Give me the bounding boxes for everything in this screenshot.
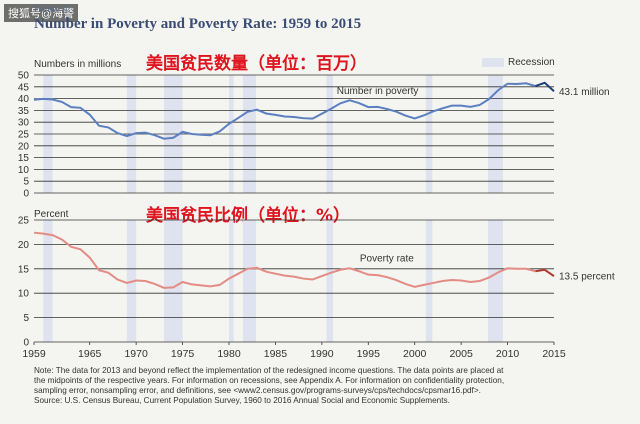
y-tick-label: 45	[18, 82, 30, 93]
figure-label: Figure 4.	[34, 4, 71, 15]
recession-legend-label: Recession	[508, 57, 555, 68]
note-line: sampling error, nonsampling error, and d…	[34, 386, 481, 395]
y-tick-label: 20	[18, 240, 30, 251]
y-tick-label: 10	[18, 289, 30, 300]
y-tick-label: 25	[18, 130, 30, 141]
rate-series-line-recent	[535, 268, 555, 277]
x-tick-label: 1975	[171, 348, 195, 360]
x-tick-label: 1995	[357, 348, 381, 360]
y-tick-label: 5	[23, 313, 29, 324]
recession-legend-swatch	[482, 57, 504, 67]
bottom-y-axis-label: Percent	[34, 209, 69, 220]
x-tick-label: 1990	[310, 348, 334, 360]
recession-band	[164, 220, 183, 342]
rate-series-label: Poverty rate	[360, 253, 414, 264]
chart-note: Note: The data for 2013 and beyond refle…	[34, 366, 634, 406]
x-tick-label: 1970	[124, 348, 148, 360]
note-line: the midpoints of the respective years. F…	[34, 376, 505, 385]
overlay-number-caption: 美国贫民数量（单位：百万）	[146, 54, 367, 74]
note-line: Note: The data for 2013 and beyond refle…	[34, 366, 504, 375]
y-tick-label: 40	[18, 94, 30, 105]
rate-end-label: 13.5 percent	[559, 272, 615, 283]
y-tick-label: 5	[23, 177, 29, 188]
x-tick-label: 2010	[496, 348, 520, 360]
recession-band	[425, 220, 433, 342]
x-tick-label: 2015	[542, 348, 566, 360]
x-tick-label: 1965	[78, 348, 102, 360]
overlay-rate-caption: 美国贫民比例（单位：%）	[146, 206, 351, 226]
y-tick-label: 0	[23, 189, 29, 200]
recession-band	[229, 220, 234, 342]
recession-band	[43, 220, 53, 342]
number-series-line-recent	[535, 81, 555, 93]
number-series-label: Number in poverty	[337, 86, 419, 97]
x-tick-label: 1959	[22, 348, 46, 360]
y-tick-label: 30	[18, 118, 30, 129]
y-tick-label: 15	[18, 153, 30, 164]
note-line: Source: U.S. Census Bureau, Current Popu…	[34, 396, 450, 405]
top-y-axis-label: Numbers in millions	[34, 59, 122, 70]
y-tick-label: 10	[18, 165, 30, 176]
recession-legend: Recession	[482, 57, 555, 68]
watermark: 搜狐号@海警	[4, 4, 79, 22]
number-series-line	[33, 82, 536, 140]
x-tick-label: 2000	[403, 348, 427, 360]
number-end-label: 43.1 million	[559, 87, 610, 98]
y-tick-label: 25	[18, 216, 30, 227]
y-tick-label: 0	[23, 338, 29, 349]
recession-band	[488, 220, 503, 342]
y-tick-label: 15	[18, 264, 30, 275]
y-tick-label: 35	[18, 106, 30, 117]
x-tick-label: 1985	[264, 348, 288, 360]
x-tick-label: 1980	[217, 348, 241, 360]
recession-band	[326, 220, 333, 342]
y-tick-label: 50	[18, 71, 30, 82]
chart-title: Number in Poverty and Poverty Rate: 1959…	[34, 16, 362, 32]
recession-band	[242, 220, 256, 342]
x-tick-label: 2005	[449, 348, 473, 360]
y-tick-label: 20	[18, 141, 30, 152]
rate-series-line	[33, 231, 536, 289]
